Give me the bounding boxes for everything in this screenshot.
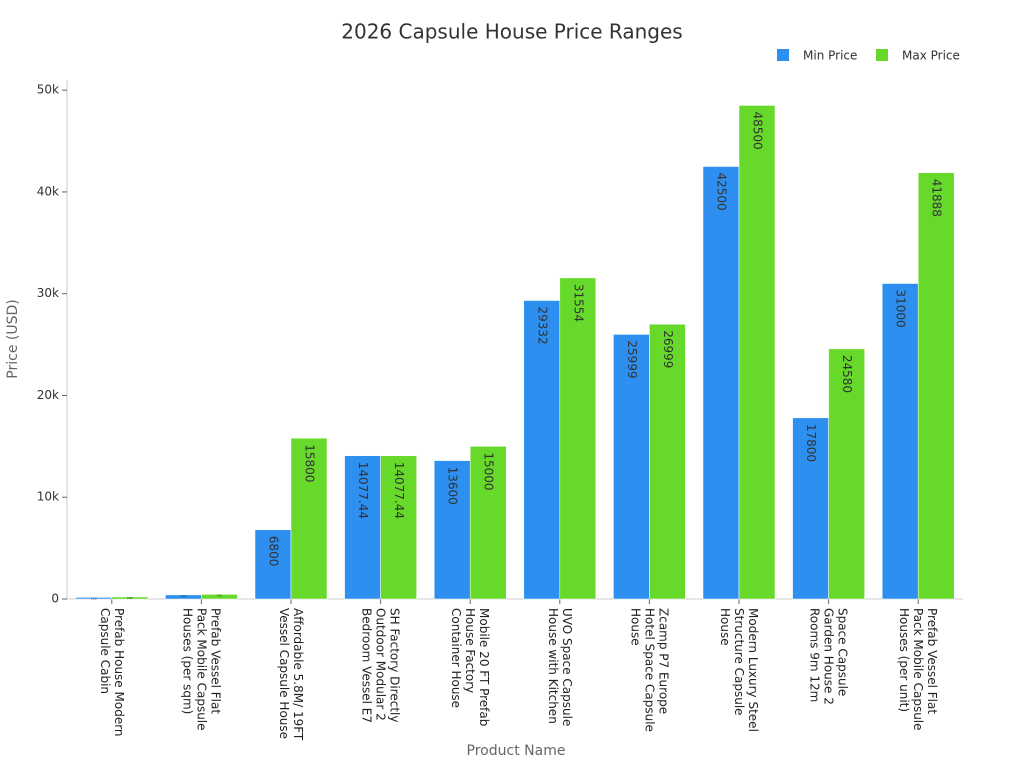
- y-tick-label: 0: [51, 592, 59, 606]
- bar: [738, 105, 776, 600]
- y-tick-label: 40k: [37, 184, 59, 198]
- value-label: 48500: [751, 111, 765, 149]
- x-tick-label: Prefab House Modern Capsule Cabin: [97, 608, 126, 737]
- bar: [290, 437, 328, 600]
- legend-label: Max Price: [902, 49, 960, 63]
- bar: [380, 455, 417, 600]
- value-label: 25999: [625, 340, 639, 378]
- value-label: 200: [127, 596, 133, 600]
- y-tick-label: 50k: [37, 83, 59, 97]
- bar: [828, 348, 865, 600]
- legend-swatch: [876, 49, 888, 61]
- x-tick-label: Zcamp P7 Europe Hotel Space Capsule Hous…: [628, 608, 671, 732]
- value-label: 450: [217, 593, 223, 597]
- x-tick-label: Mobile 20 FT Prefab House Factory Contai…: [449, 608, 492, 727]
- y-axis-title: Price (USD): [5, 299, 21, 378]
- chart-title: 2026 Capsule House Price Ranges: [341, 20, 682, 44]
- bar: [111, 596, 149, 600]
- value-label: 41888: [930, 179, 944, 217]
- bar: [433, 460, 471, 600]
- x-tick-label: SH Factory Directly Outdoor Modular 2 Be…: [359, 608, 402, 724]
- value-label: 29332: [535, 307, 549, 345]
- value-label: 400: [181, 594, 187, 598]
- value-label: 31000: [894, 290, 908, 328]
- value-label: 15000: [482, 452, 496, 490]
- bar: [469, 446, 507, 600]
- bar: [917, 172, 955, 600]
- value-label: 14077.44: [392, 462, 406, 519]
- value-label: 150: [91, 596, 97, 600]
- value-label: 42500: [715, 173, 729, 211]
- bar: [201, 594, 238, 600]
- bar: [559, 277, 597, 600]
- value-label: 14077.44: [356, 462, 370, 519]
- bar: [254, 529, 292, 600]
- legend-label: Min Price: [803, 49, 857, 63]
- x-tick-label: Prefab Vessel Flat Pack Mobile Capsule H…: [180, 608, 223, 731]
- value-label: 13600: [446, 467, 460, 505]
- value-label: 15800: [303, 444, 317, 482]
- value-label: 6800: [267, 536, 281, 567]
- value-label: 17800: [804, 424, 818, 462]
- x-tick-label: Modern Luxury Steel Structure Capsule Ho…: [718, 608, 760, 732]
- x-tick-label: Space Capsule Garden House 2 Rooms 9m 12…: [807, 608, 850, 705]
- x-tick-label: Prefab Vessel Flat Pack Mobile Capsule H…: [897, 608, 940, 731]
- bar: [792, 417, 829, 600]
- x-axis-title: Product Name: [467, 743, 566, 759]
- bar: [702, 166, 740, 600]
- x-tick-label: Affordable 5.8M/ 19FT Vessel Capsule Hou…: [277, 608, 305, 741]
- value-label: 31554: [571, 284, 585, 322]
- x-tick-label: UVO Space Capsule House with Kitchen: [545, 608, 574, 727]
- bar: [881, 283, 919, 600]
- value-label: 26999: [661, 330, 675, 368]
- y-tick-label: 30k: [37, 286, 59, 300]
- bar: [613, 334, 650, 600]
- bar: [344, 455, 381, 600]
- bar: [649, 323, 686, 600]
- bar: [523, 300, 561, 600]
- value-label: 24580: [840, 355, 854, 393]
- legend-swatch: [777, 49, 789, 61]
- y-tick-label: 10k: [37, 490, 59, 504]
- y-tick-label: 20k: [37, 388, 59, 402]
